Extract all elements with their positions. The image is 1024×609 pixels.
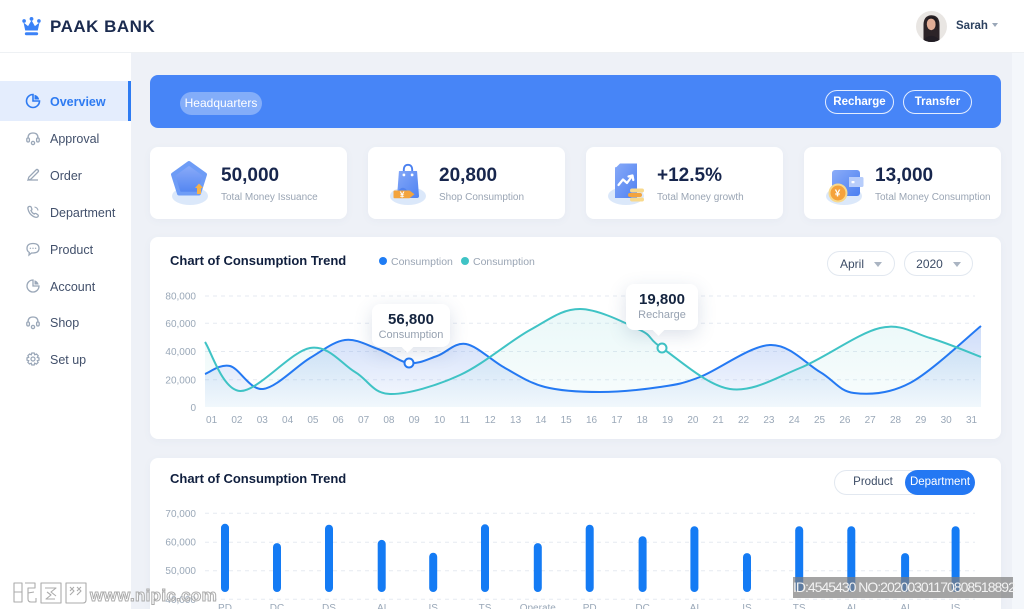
svg-text:29: 29 — [915, 415, 927, 426]
svg-text:20,000: 20,000 — [165, 375, 196, 386]
svg-text:PD: PD — [583, 603, 597, 609]
svg-text:80,000: 80,000 — [165, 292, 196, 303]
svg-text:TS: TS — [479, 603, 492, 609]
svg-text:11: 11 — [460, 415, 471, 426]
svg-text:IS: IS — [951, 603, 961, 609]
svg-text:28: 28 — [890, 415, 902, 426]
svg-text:12: 12 — [485, 415, 497, 426]
svg-text:08: 08 — [383, 415, 395, 426]
svg-text:24: 24 — [789, 415, 801, 426]
svg-text:50,000: 50,000 — [165, 566, 196, 577]
svg-text:05: 05 — [307, 415, 319, 426]
svg-text:DC: DC — [635, 603, 649, 609]
svg-text:07: 07 — [358, 415, 370, 426]
svg-text:AI: AI — [847, 603, 856, 609]
svg-text:AI: AI — [900, 603, 909, 609]
svg-text:40,000: 40,000 — [165, 347, 196, 358]
svg-text:04: 04 — [282, 415, 294, 426]
svg-text:19: 19 — [662, 415, 674, 426]
svg-text:70,000: 70,000 — [165, 509, 196, 520]
svg-text:23: 23 — [763, 415, 775, 426]
svg-text:¥: ¥ — [400, 189, 405, 199]
svg-text:13: 13 — [510, 415, 522, 426]
svg-text:Operate: Operate — [520, 603, 557, 609]
svg-text:www.nipic.com: www.nipic.com — [89, 586, 217, 605]
svg-text:0: 0 — [190, 403, 196, 414]
svg-text:25: 25 — [814, 415, 826, 426]
svg-text:AI: AI — [377, 603, 386, 609]
svg-text:DS: DS — [322, 603, 336, 609]
svg-text:40,000: 40,000 — [165, 595, 196, 606]
svg-text:60,000: 60,000 — [165, 319, 196, 330]
svg-text:DC: DC — [270, 603, 284, 609]
svg-text:26: 26 — [839, 415, 851, 426]
svg-text:15: 15 — [561, 415, 573, 426]
svg-text:10: 10 — [434, 415, 446, 426]
svg-text:27: 27 — [865, 415, 877, 426]
svg-text:IS: IS — [742, 603, 752, 609]
svg-text:30: 30 — [941, 415, 953, 426]
svg-text:22: 22 — [738, 415, 750, 426]
svg-text:16: 16 — [586, 415, 598, 426]
svg-text:AI: AI — [690, 603, 699, 609]
svg-text:06: 06 — [333, 415, 345, 426]
svg-text:18: 18 — [637, 415, 649, 426]
svg-text:PD: PD — [218, 603, 232, 609]
svg-text:¥: ¥ — [835, 189, 841, 200]
svg-text:IS: IS — [428, 603, 438, 609]
svg-text:31: 31 — [966, 415, 978, 426]
svg-text:02: 02 — [231, 415, 243, 426]
svg-text:21: 21 — [713, 415, 725, 426]
svg-text:03: 03 — [257, 415, 269, 426]
svg-text:17: 17 — [611, 415, 623, 426]
svg-text:TS: TS — [793, 603, 806, 609]
svg-text:14: 14 — [535, 415, 547, 426]
svg-text:09: 09 — [409, 415, 421, 426]
svg-text:20: 20 — [687, 415, 699, 426]
svg-text:01: 01 — [206, 415, 218, 426]
svg-text:60,000: 60,000 — [165, 538, 196, 549]
